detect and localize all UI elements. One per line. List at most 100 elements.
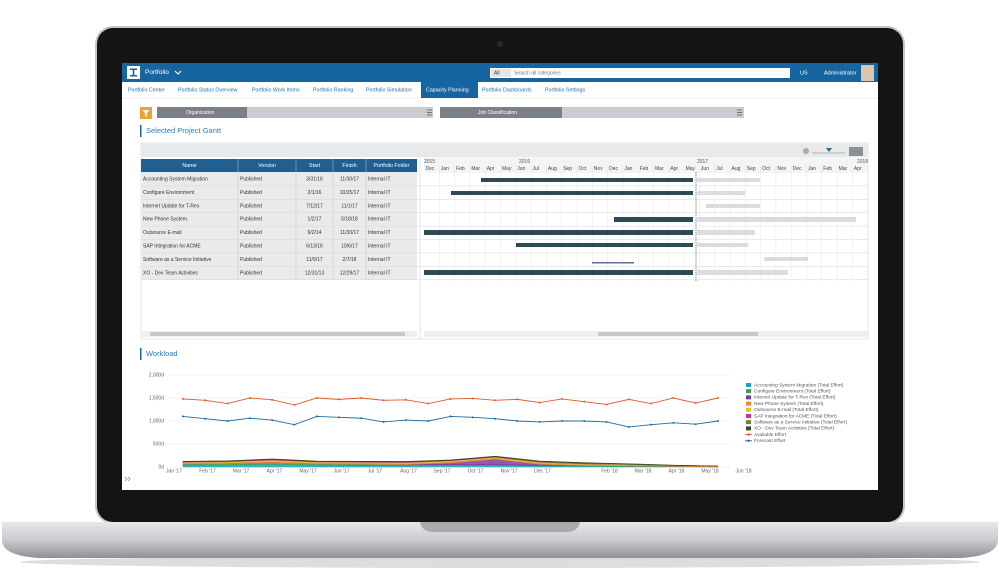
cell: Internal IT bbox=[368, 177, 391, 183]
tab[interactable]: Capacity Planning bbox=[426, 87, 469, 93]
y-tick-label: 0d bbox=[158, 464, 164, 470]
gantt-bar-plan bbox=[706, 204, 760, 208]
column-header: Finish bbox=[342, 163, 356, 169]
legend-label: Software as a Service Initiative (Total … bbox=[754, 419, 847, 425]
month-label: Dec bbox=[609, 166, 618, 172]
column-header: Version bbox=[258, 163, 276, 169]
point bbox=[560, 420, 563, 422]
x-tick-label: Nov '17 bbox=[501, 468, 518, 474]
zoom-handle[interactable] bbox=[826, 148, 832, 152]
point bbox=[516, 398, 519, 401]
month-label: Apr bbox=[487, 166, 495, 172]
month-label: Jan bbox=[808, 166, 816, 172]
filter-label-bg bbox=[157, 107, 247, 118]
point bbox=[650, 402, 653, 405]
cell: Published bbox=[240, 230, 262, 236]
cell: 11/9/17 bbox=[306, 257, 323, 263]
camera bbox=[497, 41, 503, 47]
cell: 11/30/17 bbox=[340, 177, 359, 183]
expand[interactable] bbox=[124, 476, 131, 482]
point bbox=[605, 420, 608, 423]
search-scope[interactable] bbox=[491, 69, 511, 77]
month-label: Jul bbox=[716, 166, 722, 172]
legend-swatch bbox=[746, 383, 751, 387]
point bbox=[627, 398, 630, 401]
point bbox=[471, 416, 474, 419]
month-label: Mar bbox=[655, 166, 664, 172]
point bbox=[248, 417, 251, 420]
scroll-thumb[interactable] bbox=[598, 332, 758, 336]
month-label: Oct bbox=[579, 166, 587, 172]
point bbox=[248, 397, 251, 399]
tab[interactable]: Portfolio Settings bbox=[545, 87, 585, 93]
cell: SAP Integration for ACME bbox=[143, 244, 201, 250]
cell: Internal IT bbox=[368, 270, 391, 276]
cell: Configure Environment bbox=[143, 190, 195, 196]
tab[interactable]: Portfolio Center bbox=[128, 87, 165, 93]
gantt-bar bbox=[614, 217, 693, 222]
user-name[interactable]: Administrator bbox=[824, 70, 857, 76]
tab[interactable]: Portfolio Dashboards bbox=[482, 87, 532, 93]
scroll-thumb[interactable] bbox=[150, 332, 405, 336]
cell: 11/30/17 bbox=[340, 230, 359, 236]
year-label: 2015 bbox=[424, 159, 435, 165]
cell: New Phone System. bbox=[143, 217, 188, 223]
point bbox=[293, 403, 296, 406]
cell: 12/31/13 bbox=[305, 270, 325, 276]
month-label: Dec bbox=[426, 166, 435, 172]
filter[interactable] bbox=[157, 107, 433, 118]
cell: Published bbox=[240, 270, 262, 276]
cell: Internal IT bbox=[368, 230, 391, 236]
avatar[interactable] bbox=[861, 65, 874, 81]
search-box[interactable] bbox=[490, 68, 790, 78]
x-tick-label: Oct '17 bbox=[468, 468, 484, 474]
legend-marker bbox=[747, 433, 750, 436]
locale[interactable]: US bbox=[800, 70, 808, 76]
legend-label: Outsource E-mail (Total Effort) bbox=[754, 407, 819, 413]
month-label: Jan bbox=[624, 166, 632, 172]
point bbox=[583, 420, 586, 422]
gantt-settings[interactable] bbox=[849, 147, 863, 156]
filter[interactable] bbox=[440, 107, 744, 118]
zoom-out[interactable] bbox=[803, 148, 809, 154]
month-label: Aug bbox=[732, 166, 741, 172]
point bbox=[382, 420, 385, 423]
gantt-bar bbox=[516, 243, 693, 247]
gantt-bar bbox=[481, 178, 693, 182]
cell: 6/13/16 bbox=[306, 244, 323, 250]
section-title: Selected Project Gantt bbox=[146, 126, 222, 135]
month-label: Nov bbox=[777, 166, 786, 172]
month-label: Feb bbox=[640, 166, 649, 172]
point bbox=[271, 419, 274, 422]
tab[interactable]: Portfolio Simulation bbox=[366, 87, 412, 93]
y-tick-label: 1,500d bbox=[149, 395, 165, 401]
tab[interactable]: Portfolio Ranking bbox=[313, 87, 353, 93]
tab[interactable]: Portfolio Work Items bbox=[252, 87, 300, 93]
month-label: Feb bbox=[456, 166, 465, 172]
cell: 10/6/17 bbox=[341, 244, 358, 250]
cell: XO - Dev Team Activities bbox=[143, 270, 198, 276]
gantt-bars bbox=[424, 172, 856, 282]
point bbox=[583, 400, 586, 403]
legend-swatch bbox=[746, 395, 751, 400]
month-label: Jan bbox=[441, 166, 449, 172]
search-scope-label: All bbox=[494, 70, 500, 76]
shadow bbox=[20, 556, 980, 568]
active-tab bbox=[421, 82, 478, 98]
x-tick-label: Sep '17 bbox=[434, 468, 451, 474]
year-label: 2018 bbox=[857, 159, 868, 165]
cell: Published bbox=[240, 217, 262, 223]
month-label: Feb bbox=[823, 166, 832, 172]
x-tick-label: May '17 bbox=[299, 468, 317, 474]
filter-menu[interactable] bbox=[427, 109, 742, 116]
point bbox=[427, 402, 430, 405]
point bbox=[672, 421, 675, 424]
tab[interactable]: Portfolio Status Overview bbox=[178, 87, 238, 93]
point bbox=[204, 417, 207, 420]
legend-label: SAP Integration for ACME (Total Effort) bbox=[754, 413, 837, 419]
y-tick-label: 1,000d bbox=[149, 418, 165, 424]
month-label: Jun bbox=[701, 166, 709, 172]
legend-swatch bbox=[746, 407, 751, 412]
point bbox=[694, 402, 697, 405]
cell: Internal IT bbox=[368, 257, 391, 263]
